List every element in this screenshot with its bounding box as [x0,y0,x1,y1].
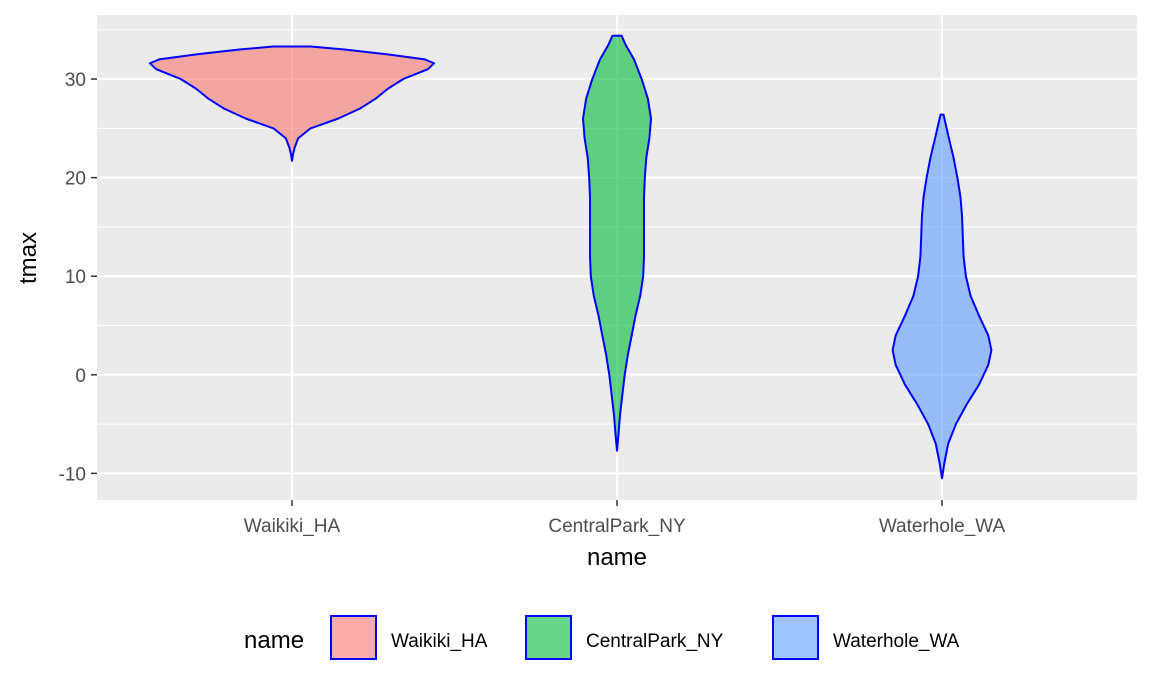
legend-label: CentralPark_NY [586,631,724,652]
x-tick-label: Waterhole_WA [879,516,1006,537]
legend-label: Waikiki_HA [391,631,488,652]
y-tick-label: 20 [65,169,86,190]
x-axis: Waikiki_HA CentralPark_NY Waterhole_WA [244,500,1006,537]
x-tick-label: Waikiki_HA [244,516,341,537]
violin-centralpark-ny [582,34,652,452]
x-tick-label: CentralPark_NY [548,516,686,537]
violin-waterhole-wa [891,113,993,480]
violin-waikiki-ha [149,45,435,162]
legend-label: Waterhole_WA [833,631,960,652]
x-axis-title: name [587,544,647,571]
legend: name Waikiki_HA CentralPark_NY Waterhole_W… [244,615,960,660]
y-tick-label: 10 [65,267,86,288]
legend-title: name [244,627,304,654]
y-axis-title: tmax [15,232,42,284]
legend-key-waterhole-wa [772,615,819,660]
y-tick-label: -10 [59,464,86,485]
y-tick-label: 0 [75,366,86,387]
legend-key-waikiki-ha [330,615,377,660]
y-axis: -10 0 10 20 30 [59,70,97,485]
violins [149,34,993,480]
y-tick-label: 30 [65,70,86,91]
legend-key-centralpark-ny [525,615,572,660]
